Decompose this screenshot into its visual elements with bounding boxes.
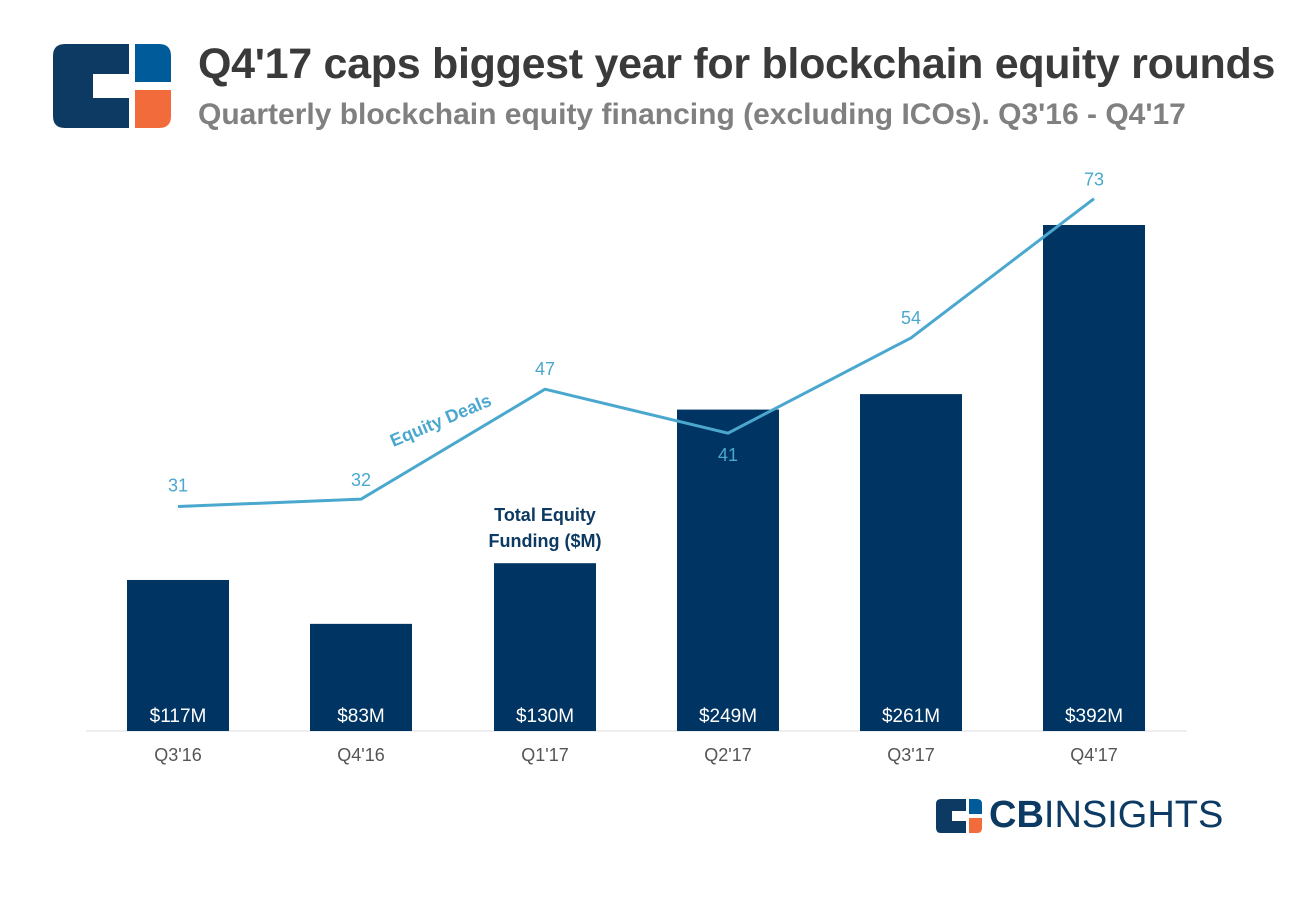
- x-tick-label: Q3'16: [154, 745, 201, 765]
- funding-bar: [860, 394, 962, 731]
- x-tick-label: Q4'16: [337, 745, 384, 765]
- x-tick-label: Q4'17: [1070, 745, 1117, 765]
- cb-insights-brand: CBINSIGHTS: [936, 794, 1224, 836]
- funding-bar: [677, 409, 779, 731]
- total-equity-funding-annotation: Total Equity: [494, 505, 596, 525]
- x-tick-label: Q2'17: [704, 745, 751, 765]
- total-equity-funding-annotation: Funding ($M): [489, 531, 602, 551]
- deals-value-label: 41: [718, 445, 738, 465]
- bar-value-label: $83M: [337, 706, 385, 727]
- cb-insights-logo-icon: [53, 44, 171, 128]
- funding-bar: [127, 579, 229, 731]
- equity-deals-annotation: Equity Deals: [387, 390, 494, 451]
- deals-value-label: 73: [1084, 170, 1104, 190]
- deals-value-label: 54: [901, 308, 921, 328]
- bar-value-label: $117M: [150, 706, 207, 727]
- bar-value-label: $261M: [882, 706, 940, 727]
- bar-value-label: $249M: [699, 706, 757, 727]
- deals-value-label: 47: [535, 359, 555, 379]
- x-tick-label: Q1'17: [521, 745, 568, 765]
- page-title: Q4'17 caps biggest year for blockchain e…: [198, 40, 1276, 88]
- brand-wordmark: CBINSIGHTS: [989, 794, 1224, 836]
- deals-value-label: 32: [351, 470, 371, 490]
- cb-insights-brand-icon: [936, 799, 982, 833]
- bar-value-label: $130M: [516, 706, 574, 727]
- deals-line: [177, 197, 1095, 508]
- deals-value-label: 31: [168, 476, 188, 496]
- funding-bar: [310, 623, 412, 731]
- bar-value-label: $392M: [1065, 706, 1123, 727]
- page-subtitle: Quarterly blockchain equity financing (e…: [198, 98, 1186, 131]
- funding-bar: [1043, 225, 1145, 731]
- x-tick-label: Q3'17: [887, 745, 934, 765]
- funding-bar: [494, 563, 596, 731]
